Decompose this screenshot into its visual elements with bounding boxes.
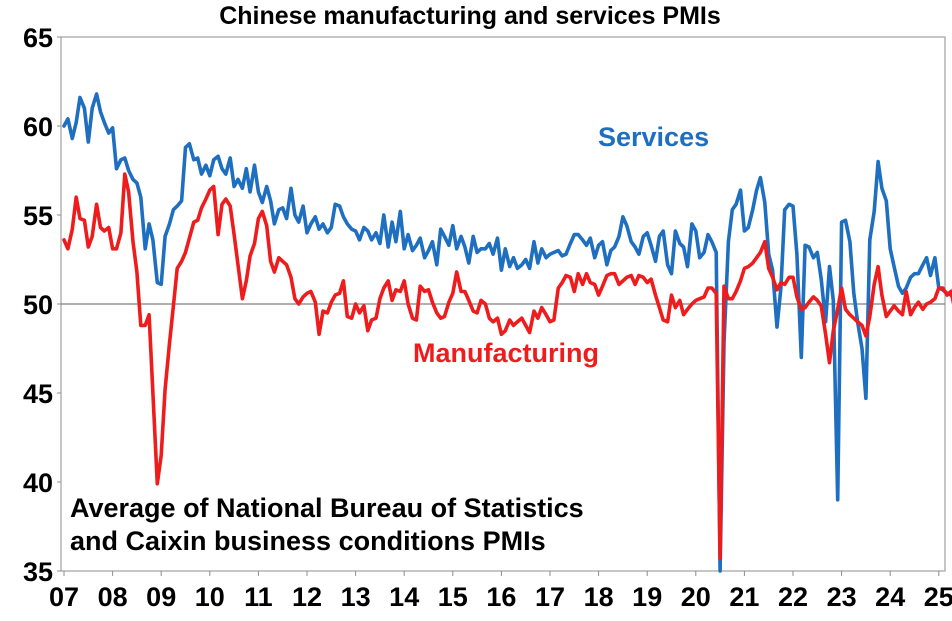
x-tick-label: 17 xyxy=(535,582,565,612)
x-tick-label: 11 xyxy=(244,582,273,612)
x-tick-label: 24 xyxy=(875,582,905,612)
x-tick-label: 15 xyxy=(438,582,468,612)
legend-label-services: Services xyxy=(598,122,709,152)
y-tick-label: 65 xyxy=(23,23,53,53)
x-tick-label: 18 xyxy=(584,582,614,612)
y-tick-label: 55 xyxy=(23,201,53,231)
annotation-line-2: and Caixin business conditions PMIs xyxy=(70,526,546,556)
y-tick-label: 60 xyxy=(23,112,53,142)
annotation-line-1: Average of National Bureau of Statistics xyxy=(70,493,584,523)
x-axis: 07 08 09 10 11 12 13 14 15 16 17 18 19 20 21 22 23 24 25 xyxy=(49,571,952,612)
y-tick-label: 45 xyxy=(23,379,53,409)
series-line-manufacturing xyxy=(62,172,952,561)
x-tick-label: 22 xyxy=(778,582,808,612)
x-tick-label: 16 xyxy=(486,582,516,612)
series-line-services xyxy=(62,92,952,573)
y-tick-label: 35 xyxy=(23,557,53,587)
legend-label-manufacturing: Manufacturing xyxy=(413,338,599,368)
x-tick-label: 13 xyxy=(341,582,371,612)
x-tick-label: 25 xyxy=(924,582,952,612)
y-tick-label: 50 xyxy=(23,290,53,320)
x-tick-label: 10 xyxy=(195,582,225,612)
x-tick-label: 07 xyxy=(49,582,79,612)
x-tick-label: 23 xyxy=(827,582,857,612)
x-tick-label: 19 xyxy=(632,582,662,612)
x-tick-label: 09 xyxy=(146,582,176,612)
chart-title: Chinese manufacturing and services PMIs xyxy=(219,2,721,30)
x-tick-label: 08 xyxy=(98,582,128,612)
x-tick-label: 21 xyxy=(729,582,759,612)
y-tick-label: 40 xyxy=(23,468,53,498)
x-tick-label: 12 xyxy=(292,582,322,612)
x-tick-label: 20 xyxy=(681,582,711,612)
x-tick-label: 14 xyxy=(389,582,419,612)
y-axis: 35 40 45 50 55 60 65 xyxy=(23,23,61,587)
